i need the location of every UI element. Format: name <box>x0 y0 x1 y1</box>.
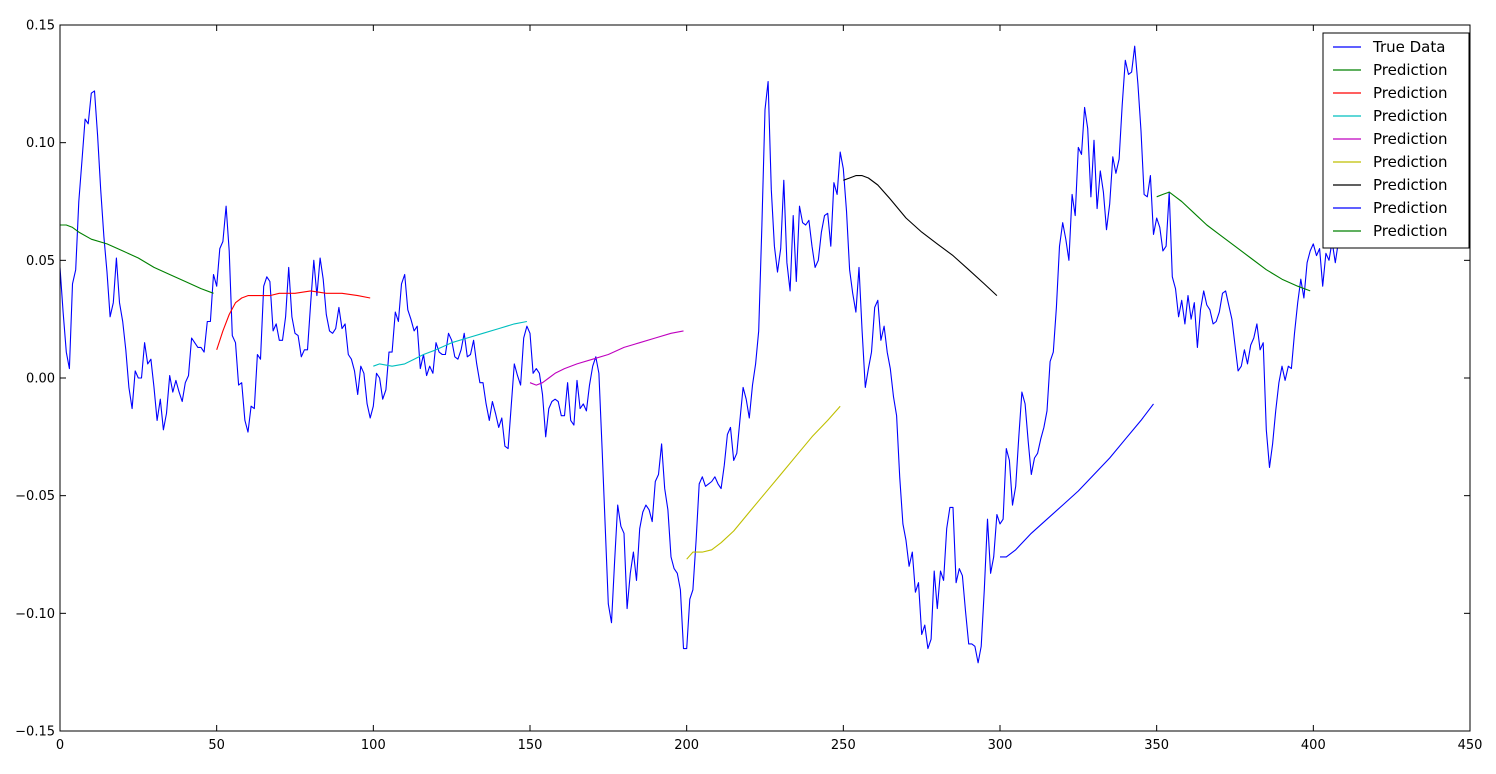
legend-label: Prediction <box>1373 199 1448 217</box>
series-line-5 <box>686 405 841 560</box>
x-tick-label: 300 <box>988 738 1013 753</box>
series-line-3 <box>373 320 528 367</box>
x-tick-label: 50 <box>208 738 225 753</box>
series-line-0 <box>59 45 1339 664</box>
x-tick-label: 150 <box>518 738 543 753</box>
legend-label: Prediction <box>1373 107 1448 125</box>
y-tick-label: −0.10 <box>15 607 55 622</box>
series-layer <box>59 45 1339 664</box>
plot-frame <box>59 24 1471 732</box>
legend-box <box>1322 32 1470 249</box>
legend-label: Prediction <box>1373 222 1448 240</box>
x-tick-label: 400 <box>1301 738 1326 753</box>
x-axis: 0 50 100 150 200 250 300 350 400 450 <box>56 25 1483 753</box>
y-tick-label: 0.15 <box>26 19 55 34</box>
legend-label: Prediction <box>1373 84 1448 102</box>
y-tick-label: 0.05 <box>26 254 55 269</box>
x-tick-label: 0 <box>56 738 64 753</box>
series-line-2 <box>216 290 371 350</box>
y-tick-label: −0.05 <box>15 489 55 504</box>
x-tick-label: 200 <box>674 738 699 753</box>
y-tick-label: 0.00 <box>26 372 55 387</box>
y-tick-label: −0.15 <box>15 725 55 740</box>
legend-label: Prediction <box>1373 176 1448 194</box>
y-axis: −0.15 −0.10 −0.05 0.00 0.05 0.10 0.15 <box>15 19 1470 740</box>
series-line-4 <box>529 330 684 386</box>
legend-label: Prediction <box>1373 153 1448 171</box>
legend: True Data Prediction Prediction Prediction P… <box>1322 32 1470 249</box>
x-tick-label: 450 <box>1458 738 1483 753</box>
legend-label: Prediction <box>1373 130 1448 148</box>
series-line-8 <box>1156 191 1311 292</box>
legend-label: True Data <box>1372 38 1445 56</box>
x-tick-label: 100 <box>361 738 386 753</box>
series-line-7 <box>1000 403 1154 558</box>
series-line-6 <box>843 175 998 297</box>
legend-label: Prediction <box>1373 61 1448 79</box>
x-tick-label: 350 <box>1144 738 1169 753</box>
series-line-1 <box>60 224 214 294</box>
y-tick-label: 0.10 <box>26 136 55 151</box>
x-tick-label: 250 <box>831 738 856 753</box>
